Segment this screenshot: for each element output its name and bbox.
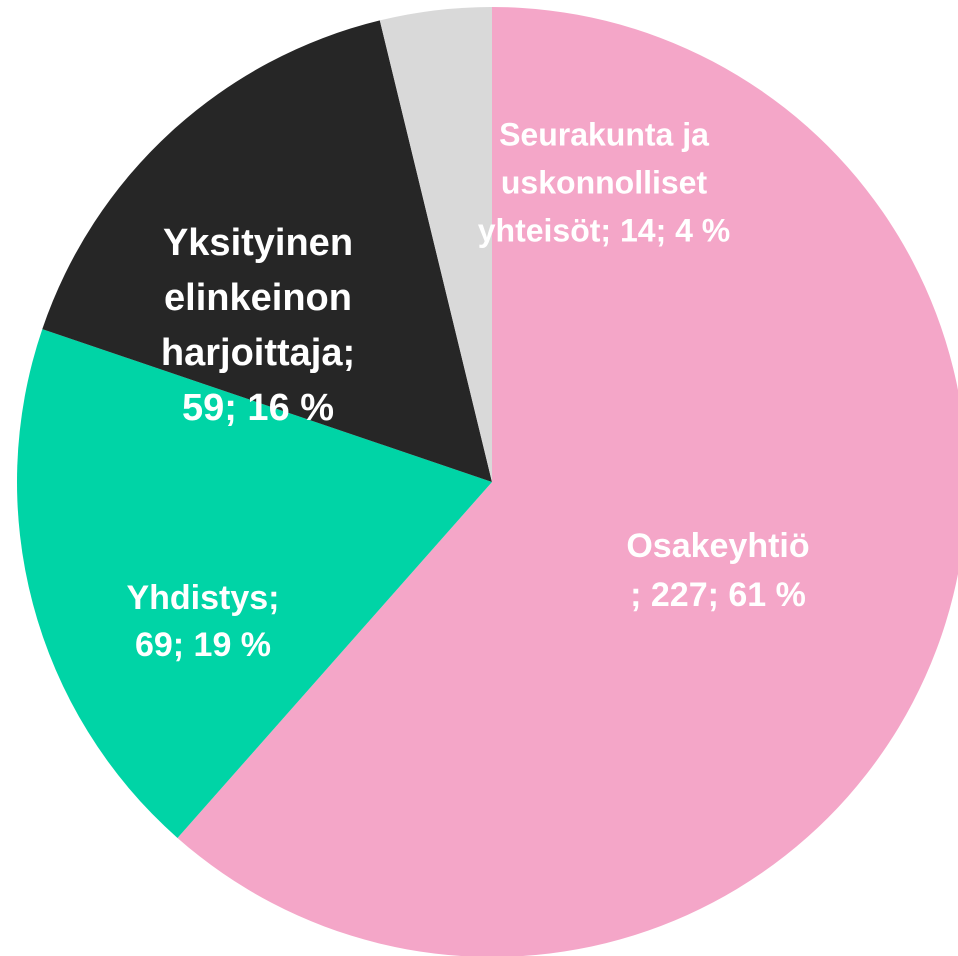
data-label: 69; 19 %	[135, 626, 271, 664]
data-label: yhteisöt; 14; 4 %	[478, 212, 731, 248]
pie-slice	[379, 7, 492, 482]
pie-slice	[177, 7, 958, 956]
data-label: Yhdistys;	[126, 579, 279, 617]
data-label: ; 227; 61 %	[630, 576, 806, 614]
pie-slice	[16, 329, 493, 838]
data-label: 59; 16 %	[182, 387, 334, 429]
pie-slice	[42, 20, 493, 483]
data-label: harjoittaja;	[161, 332, 355, 374]
data-label: Seurakunta ja	[499, 116, 709, 152]
data-label: Osakeyhtiö	[626, 527, 809, 565]
data-label: elinkeinon	[164, 277, 352, 319]
data-label: Yksityinen	[163, 222, 353, 264]
data-label: uskonnolliset	[501, 164, 708, 200]
